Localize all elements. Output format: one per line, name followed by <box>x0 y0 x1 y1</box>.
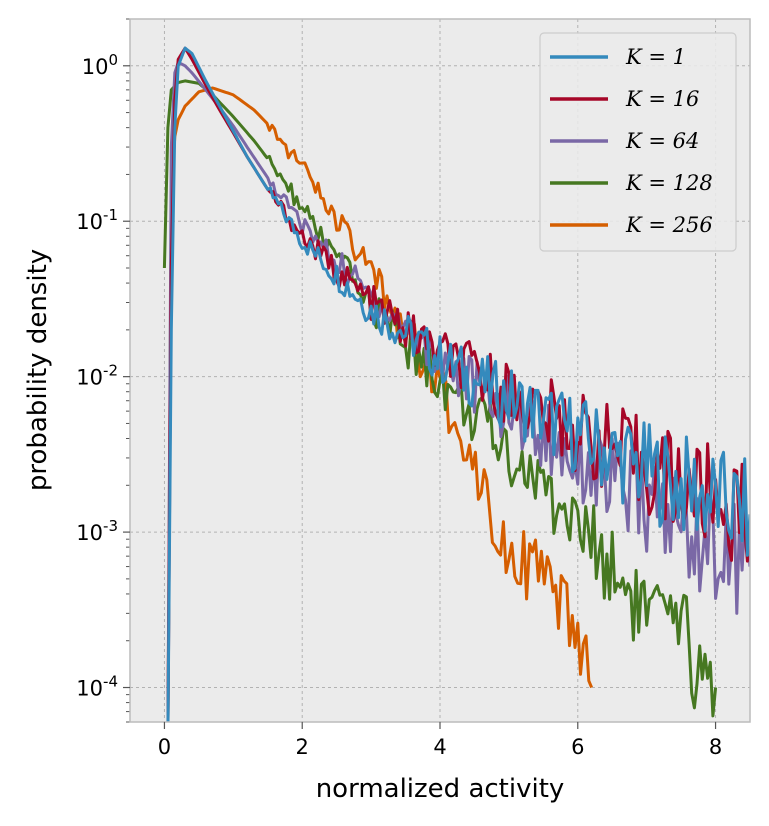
y-tick-label: 10-4 <box>76 673 118 701</box>
legend-label: K = 64 <box>625 129 699 153</box>
legend-label: K = 16 <box>625 87 699 111</box>
legend-box <box>539 32 737 252</box>
legend-label: K = 1 <box>625 45 686 69</box>
y-tick-label: 10-1 <box>76 206 118 234</box>
y-tick-label: 10-3 <box>76 517 118 545</box>
x-tick-labels: 0 2 4 6 8 <box>158 735 722 759</box>
x-tick-label: 2 <box>296 735 309 759</box>
legend: K = 1 K = 16 K = 64 K = 128 K = 256 <box>539 32 737 252</box>
y-tick-label: 10-2 <box>76 362 118 390</box>
x-tick-label: 0 <box>158 735 171 759</box>
x-tick-label: 4 <box>433 735 446 759</box>
series-lines <box>162 46 750 722</box>
series-line-0 <box>166 46 750 722</box>
x-axis-label: normalized activity <box>316 774 565 804</box>
legend-label: K = 128 <box>625 171 713 195</box>
legend-label: K = 256 <box>625 213 713 237</box>
x-tick-label: 6 <box>571 735 584 759</box>
y-axis-label: probability density <box>23 249 53 491</box>
y-tick-label: 100 <box>82 51 118 79</box>
y-tick-labels: 100 10-1 10-2 10-3 10-4 <box>76 51 118 701</box>
series-line-4 <box>166 86 593 722</box>
axis-ticks <box>123 65 717 729</box>
x-tick-label: 8 <box>709 735 722 759</box>
